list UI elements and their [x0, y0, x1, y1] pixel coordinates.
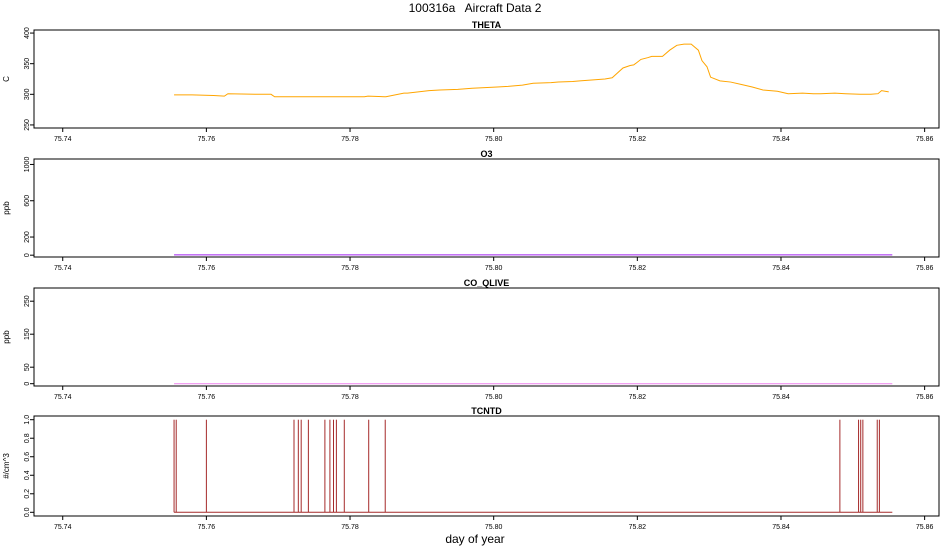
- panel-3-frame: [33, 287, 940, 387]
- panel-4-y-tick-label: 0.8: [24, 433, 31, 443]
- panel-3-x-tick-label: 75.86: [916, 394, 934, 401]
- panel-1-x-tick-label: 75.78: [341, 136, 359, 143]
- panel-4-y-axis-label: #/cm^3: [2, 453, 11, 479]
- panel-4-x-tick-label: 75.84: [772, 524, 790, 531]
- panel-1-series-line-1: [174, 43, 889, 98]
- panel-1-x-tick-label: 75.86: [916, 136, 934, 143]
- panel-4-frame: [33, 415, 940, 517]
- panel-1-x-tick-label: 75.80: [485, 136, 503, 143]
- panel-1-y-tick-label: 300: [24, 88, 31, 100]
- panel-2-title: O3: [480, 149, 492, 159]
- panel-1-x-tick-label: 75.74: [54, 136, 72, 143]
- panel-4-y-tick-label: 1.0: [24, 415, 31, 425]
- panel-2-x-tick-label: 75.74: [54, 265, 72, 272]
- panel-2-frame: [33, 158, 940, 258]
- panel-4-x-tick-label: 75.86: [916, 524, 934, 531]
- x-axis-title: day of year: [445, 532, 505, 546]
- panel-4-y-tick-label: 0.6: [24, 452, 31, 462]
- panel-4-x-tick-label: 75.76: [198, 524, 216, 531]
- panel-2-x-tick-label: 75.80: [485, 265, 503, 272]
- panel-2-x-tick-label: 75.78: [341, 265, 359, 272]
- panel-4-title: TCNTD: [471, 406, 502, 416]
- panel-3-x-tick-label: 75.76: [198, 394, 216, 401]
- panel-3-y-tick-label: 50: [24, 363, 31, 371]
- panel-4-x-tick-label: 75.78: [341, 524, 359, 531]
- panel-3-x-tick-label: 75.80: [485, 394, 503, 401]
- panel-2-x-tick-label: 75.84: [772, 265, 790, 272]
- panel-2-y-tick-label: 0: [24, 253, 31, 257]
- panel-1-y-axis-label: C: [2, 76, 11, 82]
- panel-1-x-tick-label: 75.82: [629, 136, 647, 143]
- panel-1-y-tick-label: 400: [24, 27, 31, 39]
- panel-3-title: CO_QLIVE: [464, 278, 510, 288]
- panel-4-x-tick-label: 75.74: [54, 524, 72, 531]
- panel-1-y-tick-label: 250: [24, 119, 31, 131]
- panel-3-y-axis-label: ppb: [2, 330, 11, 344]
- panel-4-x-tick-label: 75.80: [485, 524, 503, 531]
- panel-3-x-tick-label: 75.82: [629, 394, 647, 401]
- panel-3-y-tick-label: 150: [24, 328, 31, 340]
- panel-3-y-tick-label: 0: [24, 382, 31, 386]
- panel-3-x-tick-label: 75.74: [54, 394, 72, 401]
- panel-4-x-tick-label: 75.82: [629, 524, 647, 531]
- panel-3-y-tick-label: 250: [24, 295, 31, 307]
- panel-1-title: THETA: [472, 20, 502, 30]
- panel-2-y-tick-label: 600: [24, 195, 31, 207]
- panel-2-x-tick-label: 75.82: [629, 265, 647, 272]
- panel-3-x-tick-label: 75.78: [341, 394, 359, 401]
- panel-1-x-tick-label: 75.84: [772, 136, 790, 143]
- panel-2-y-tick-label: 1000: [24, 157, 31, 173]
- panel-4-y-tick-label: 0.0: [24, 507, 31, 517]
- panel-2-y-tick-label: 200: [24, 231, 31, 243]
- panel-1-frame: [33, 29, 940, 129]
- panel-2-x-tick-label: 75.86: [916, 265, 934, 272]
- panel-2-y-axis-label: ppb: [2, 201, 11, 215]
- panel-1-y-tick-label: 350: [24, 58, 31, 70]
- panel-4-y-tick-label: 0.2: [24, 489, 31, 499]
- panel-1-x-tick-label: 75.76: [198, 136, 216, 143]
- panel-3-x-tick-label: 75.84: [772, 394, 790, 401]
- panel-2-x-tick-label: 75.76: [198, 265, 216, 272]
- page-title: 100316a Aircraft Data 2: [408, 1, 542, 15]
- panel-4-y-tick-label: 0.4: [24, 470, 31, 480]
